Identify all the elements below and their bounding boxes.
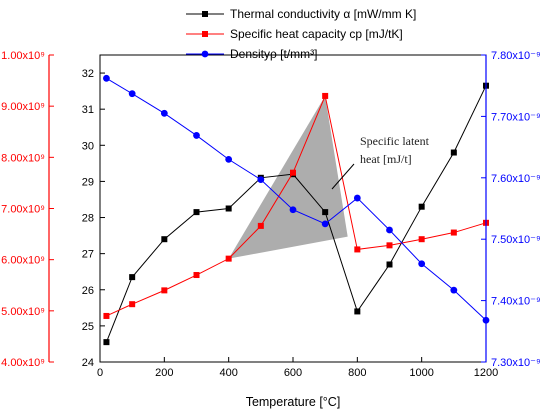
data-point bbox=[129, 301, 136, 308]
left-red-tick-label: 4.00x10⁹ bbox=[1, 357, 45, 369]
data-point bbox=[450, 286, 458, 294]
data-point bbox=[225, 155, 233, 163]
right-blue-tick-label: 7.40x10⁻⁹ bbox=[491, 296, 541, 308]
data-point bbox=[418, 203, 425, 210]
data-point bbox=[322, 92, 329, 99]
x-tick-label: 800 bbox=[348, 367, 366, 379]
legend-marker bbox=[201, 50, 209, 58]
data-point bbox=[354, 246, 361, 253]
legend-label: Specific heat capacity cp [mJ/tK] bbox=[230, 27, 403, 41]
x-tick-label: 0 bbox=[97, 367, 103, 379]
x-tick-label: 400 bbox=[219, 367, 237, 379]
data-point bbox=[161, 287, 168, 294]
data-point bbox=[290, 169, 296, 176]
latent-heat-annotation: Specific latent heat [mJ/t] bbox=[331, 134, 430, 190]
left-red-tick-label: 5.00x10⁹ bbox=[1, 306, 45, 318]
data-point bbox=[103, 312, 110, 319]
x-axis-label: Temperature [°C] bbox=[246, 395, 341, 409]
left-red-tick-label: 9.00x10⁹ bbox=[1, 101, 45, 113]
data-point bbox=[289, 206, 297, 214]
left-black-tick-label: 24 bbox=[82, 357, 94, 369]
left-red-tick-label: 1.00x10⁹ bbox=[1, 50, 45, 62]
data-point bbox=[161, 236, 168, 243]
series-2 bbox=[103, 74, 490, 324]
data-point bbox=[193, 272, 200, 279]
left-black-tick-label: 29 bbox=[82, 176, 94, 188]
data-point bbox=[353, 194, 361, 202]
right-blue-tick-label: 7.30x10⁻⁹ bbox=[491, 357, 541, 369]
legend: Thermal conductivity α [mW/mm K] Specific… bbox=[186, 7, 416, 61]
data-point bbox=[160, 109, 168, 117]
x-tick-label: 1000 bbox=[409, 367, 433, 379]
left-black-tick-label: 32 bbox=[82, 68, 94, 80]
left-black-tick-label: 25 bbox=[82, 321, 94, 333]
left-red-tick-label: 7.00x10⁹ bbox=[1, 204, 45, 216]
left-red-tick-label: 6.00x10⁹ bbox=[1, 255, 45, 267]
latent-heat-region bbox=[228, 95, 348, 259]
left-black-tick-label: 31 bbox=[82, 104, 94, 116]
right-blue-tick-label: 7.50x10⁻⁹ bbox=[491, 234, 541, 246]
data-point bbox=[386, 261, 393, 268]
series-layer bbox=[103, 74, 490, 346]
data-point bbox=[450, 229, 457, 236]
left-black-tick-label: 27 bbox=[82, 249, 94, 261]
data-point bbox=[418, 260, 426, 268]
data-point bbox=[128, 90, 136, 98]
data-point bbox=[386, 226, 393, 234]
left-black-tick-label: 26 bbox=[82, 285, 94, 297]
legend-label: Thermal conductivity α [mW/mm K] bbox=[230, 7, 416, 21]
annotation-leader-line bbox=[331, 163, 355, 190]
annotation-text: Specific latent bbox=[360, 134, 430, 148]
data-point bbox=[225, 255, 232, 262]
data-point bbox=[321, 220, 329, 228]
data-point bbox=[354, 308, 361, 315]
data-point bbox=[257, 176, 265, 184]
latent-heat-area bbox=[228, 95, 348, 259]
legend-marker bbox=[202, 31, 208, 37]
left-red-tick-label: 8.00x10⁹ bbox=[1, 152, 45, 164]
x-tick-label: 600 bbox=[284, 367, 302, 379]
data-point bbox=[103, 339, 110, 346]
legend-label: Densityρ [t/mm³] bbox=[230, 47, 318, 61]
x-tick-label: 200 bbox=[155, 367, 173, 379]
data-point bbox=[386, 242, 393, 249]
annotation-text: heat [mJ/t] bbox=[360, 152, 412, 166]
legend-marker bbox=[202, 11, 208, 17]
data-point bbox=[450, 149, 457, 156]
data-point bbox=[103, 74, 110, 82]
left-black-tick-label: 28 bbox=[82, 213, 94, 225]
data-point bbox=[257, 222, 264, 229]
data-point bbox=[129, 274, 136, 281]
data-point bbox=[225, 205, 232, 212]
x-tick-label: 1200 bbox=[474, 367, 498, 379]
data-point bbox=[418, 236, 425, 243]
axes-layer: 0 200 400 600 800 1000 1200 24 25 26 27 28 29 30 31 32 4… bbox=[1, 50, 541, 379]
right-blue-tick-label: 7.70x10⁻⁹ bbox=[491, 111, 541, 123]
right-blue-tick-label: 7.80x10⁻⁹ bbox=[491, 50, 541, 62]
right-blue-tick-label: 7.60x10⁻⁹ bbox=[491, 173, 541, 185]
data-point bbox=[322, 209, 329, 216]
data-point bbox=[193, 132, 200, 139]
left-black-tick-label: 30 bbox=[82, 140, 94, 152]
data-point bbox=[193, 209, 200, 216]
